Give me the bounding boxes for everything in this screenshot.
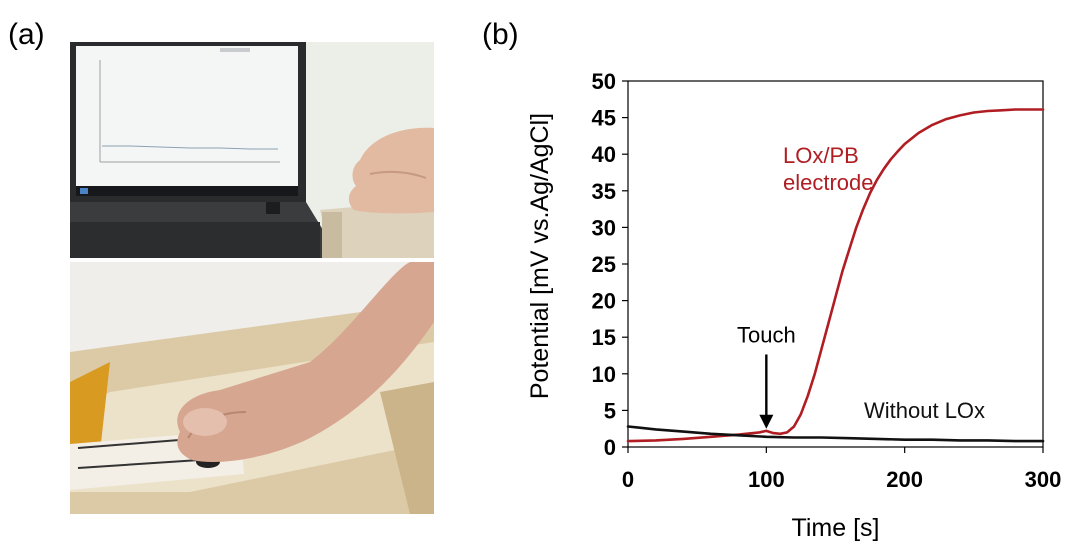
- laptop-photo-illustration: [70, 42, 434, 258]
- y-tick-label: 25: [592, 252, 616, 277]
- y-axis-title: Potential [mV vs.Ag/AgCl]: [526, 113, 554, 399]
- finger-sensor-photo-illustration: [70, 262, 434, 514]
- x-tick-label: 200: [886, 467, 923, 492]
- x-axis-title: Time [s]: [792, 514, 880, 542]
- y-tick-label: 40: [592, 142, 616, 167]
- laptop-photo: [70, 42, 434, 258]
- y-tick-label: 50: [592, 69, 616, 94]
- panel-a-label: (a): [8, 18, 45, 51]
- y-tick-label: 20: [592, 289, 616, 314]
- y-tick-label: 45: [592, 106, 616, 131]
- y-tick-label: 30: [592, 215, 616, 240]
- panel-b-label: (b): [482, 18, 519, 51]
- y-tick-label: 0: [604, 435, 616, 460]
- finger-sensor-photo: [70, 262, 434, 514]
- series-label-lox-pb: LOx/PB: [783, 143, 859, 168]
- series-label-lox-pb: electrode: [783, 170, 874, 195]
- series-label-without-lox: Without LOx: [864, 398, 985, 423]
- x-tick-label: 300: [1025, 467, 1062, 492]
- y-tick-label: 15: [592, 325, 616, 350]
- x-tick-label: 0: [622, 467, 634, 492]
- y-tick-label: 5: [604, 398, 616, 423]
- y-tick-label: 35: [592, 179, 616, 204]
- plot-area-frame: [627, 80, 1044, 448]
- x-tick-label: 100: [748, 467, 785, 492]
- touch-annotation: Touch: [737, 322, 796, 347]
- series-line-without-lox: [626, 425, 1045, 443]
- touch-arrow-head: [759, 414, 774, 429]
- y-tick-label: 10: [592, 362, 616, 387]
- series-line-lox-pb: [626, 108, 1045, 443]
